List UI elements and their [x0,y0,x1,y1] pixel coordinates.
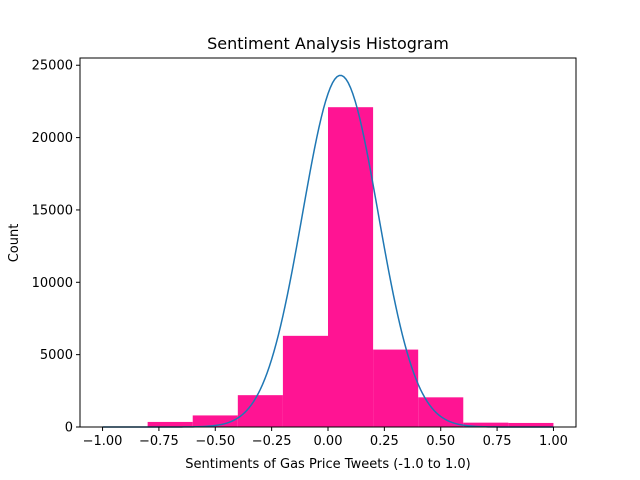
x-tick-label: 0.75 [483,434,512,449]
y-tick-label: 0 [65,421,73,436]
x-tick-label: −0.25 [252,434,292,449]
y-tick-label: 25000 [32,59,73,74]
x-tick-label: 0.50 [426,434,455,449]
y-tick-label: 20000 [32,131,73,146]
histogram-bar-6 [373,349,419,427]
y-axis-ticks: 0 5000 10000 15000 20000 25000 [32,59,80,436]
y-axis-label: Count [7,224,22,263]
x-tick-label: 1.00 [539,434,568,449]
histogram-bar-3 [237,395,283,427]
x-axis-ticks: −1.00 −0.75 −0.50 −0.25 0.00 0.25 0.50 0.75 1.00 [83,427,568,449]
histogram-bars [102,107,554,427]
histogram-bar-8 [463,422,509,427]
histogram-bar-2 [192,415,238,427]
histogram-bar-4 [282,335,328,427]
y-tick-label: 10000 [32,276,73,291]
chart-title: Sentiment Analysis Histogram [207,34,449,53]
x-tick-label: 0.00 [314,434,343,449]
histogram-bar-9 [508,422,554,427]
y-tick-label: 15000 [32,203,73,218]
x-tick-label: −1.00 [83,434,123,449]
y-tick-label: 5000 [40,348,73,363]
x-axis-label: Sentiments of Gas Price Tweets (-1.0 to … [185,457,470,472]
x-tick-label: 0.25 [370,434,399,449]
x-tick-label: −0.75 [139,434,179,449]
histogram-bar-1 [147,421,193,427]
histogram-bar-5 [328,107,374,427]
x-tick-label: −0.50 [195,434,235,449]
histogram-bar-7 [418,397,464,427]
